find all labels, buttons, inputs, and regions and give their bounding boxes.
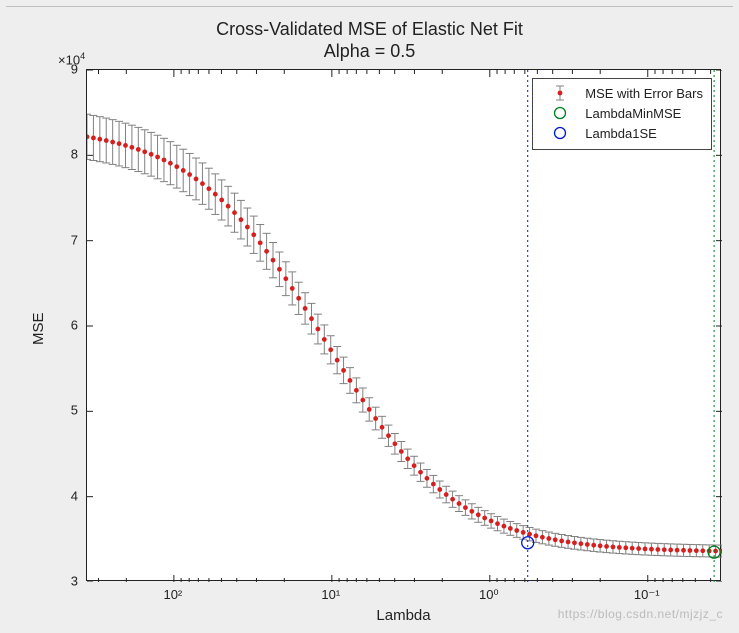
legend-label: MSE with Error Bars xyxy=(585,86,703,101)
legend-item: LambdaMinMSE xyxy=(541,103,703,123)
y-tick-label: 6 xyxy=(6,318,78,333)
x-tick-label: 10⁰ xyxy=(479,587,499,603)
x-axis-label: Lambda xyxy=(86,607,721,624)
figure-window: Cross-Validated MSE of Elastic Net Fit A… xyxy=(0,0,739,633)
legend-item: MSE with Error Bars xyxy=(541,83,703,103)
legend-label: LambdaMinMSE xyxy=(585,106,681,121)
x-tick-label: 10⁻¹ xyxy=(634,587,660,603)
x-tick-label: 10¹ xyxy=(321,587,340,602)
y-tick-label: 4 xyxy=(6,488,78,503)
figure-panel: Cross-Validated MSE of Elastic Net Fit A… xyxy=(6,6,733,627)
errorbars xyxy=(87,114,722,557)
axes-box: MSE with Error Bars LambdaMinMSE Lambda1SE xyxy=(86,69,721,581)
legend-swatch xyxy=(541,123,579,143)
y-tick-label: 5 xyxy=(6,403,78,418)
legend-item: Lambda1SE xyxy=(541,123,703,143)
legend-swatch xyxy=(541,83,579,103)
axes-title-sub: Alpha = 0.5 xyxy=(6,41,733,62)
mse-points xyxy=(87,134,722,553)
legend-swatch xyxy=(541,103,579,123)
legend-label: Lambda1SE xyxy=(585,126,657,141)
legend: MSE with Error Bars LambdaMinMSE Lambda1SE xyxy=(532,78,712,150)
x-tick-label: 10² xyxy=(163,587,182,602)
y-tick-label: 7 xyxy=(6,232,78,247)
y-tick-label: 9 xyxy=(6,62,78,77)
axes-title-main: Cross-Validated MSE of Elastic Net Fit xyxy=(6,19,733,40)
y-tick-label: 8 xyxy=(6,147,78,162)
y-tick-label: 3 xyxy=(6,574,78,589)
